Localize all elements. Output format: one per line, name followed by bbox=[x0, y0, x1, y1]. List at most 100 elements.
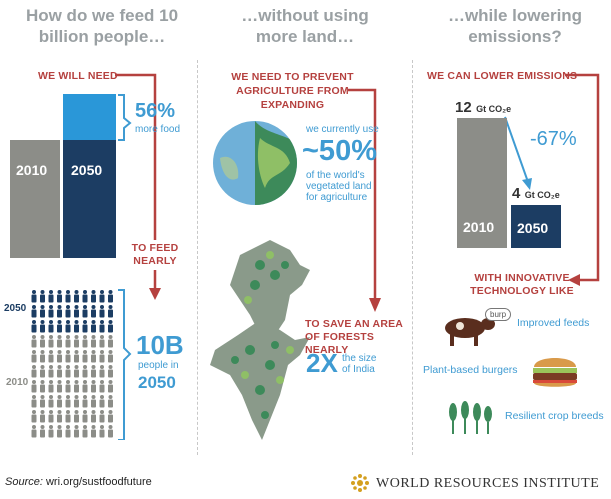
person-icon bbox=[40, 380, 45, 393]
person-icon bbox=[40, 305, 45, 318]
person-icon bbox=[57, 350, 62, 363]
wri-name: WORLD RESOURCES INSTITUTE bbox=[376, 476, 600, 491]
person-icon bbox=[82, 335, 88, 348]
person-icon bbox=[82, 365, 88, 378]
person-icon bbox=[31, 365, 37, 378]
person-icon bbox=[57, 335, 62, 348]
person-icon bbox=[48, 410, 54, 423]
person-icon bbox=[31, 350, 37, 363]
person-icon bbox=[108, 350, 113, 363]
bar-2050-food: 2050 bbox=[63, 140, 116, 258]
person-icon bbox=[91, 335, 96, 348]
person-icon bbox=[91, 410, 96, 423]
person-icon bbox=[31, 410, 37, 423]
emissions-2010-unit: Gt CO₂e bbox=[476, 104, 512, 114]
person-icon bbox=[91, 380, 96, 393]
person-icon bbox=[99, 335, 105, 348]
emissions-2050-unit: Gt CO₂e bbox=[524, 190, 560, 200]
source-label: Source: bbox=[5, 476, 43, 488]
person-icon bbox=[31, 425, 37, 438]
person-icon bbox=[48, 380, 54, 393]
bar-2010-food: 2010 bbox=[10, 140, 60, 258]
person-icon bbox=[91, 395, 96, 408]
header-col3: …while lowering emissions? bbox=[447, 6, 583, 46]
header-col1: How do we feed 10 billion people… bbox=[25, 6, 179, 46]
bar-2050-extra bbox=[63, 94, 116, 140]
person-icon bbox=[65, 305, 71, 318]
emissions-bar-2050-label: 2050 bbox=[517, 220, 549, 236]
person-icon bbox=[91, 425, 96, 438]
person-icon bbox=[82, 350, 88, 363]
person-icon bbox=[57, 410, 62, 423]
person-icon bbox=[91, 290, 96, 303]
person-icon bbox=[57, 290, 62, 303]
person-icon bbox=[65, 410, 71, 423]
emissions-2050-value: 4 Gt CO₂e bbox=[512, 185, 560, 203]
header-col2: …without using more land… bbox=[241, 6, 369, 46]
food-pct-sub: more food bbox=[135, 124, 181, 135]
emissions-bar-2010: 2010 bbox=[457, 118, 507, 248]
person-icon bbox=[99, 350, 105, 363]
burp-bubble: burp bbox=[485, 308, 512, 321]
person-icon bbox=[40, 335, 45, 348]
person-icon bbox=[40, 320, 45, 333]
person-icon bbox=[57, 305, 62, 318]
food-pct: 56% bbox=[135, 100, 176, 122]
person-icon bbox=[82, 425, 88, 438]
person-icon bbox=[99, 425, 105, 438]
source-url[interactable]: wri.org/sustfoodfuture bbox=[45, 476, 152, 488]
person-icon bbox=[40, 395, 45, 408]
emissions-bar-2050: 2050 bbox=[511, 205, 561, 248]
need-arrow bbox=[115, 73, 161, 440]
divider-left bbox=[197, 60, 198, 455]
person-icon bbox=[57, 395, 62, 408]
person-icon bbox=[82, 380, 88, 393]
person-icon bbox=[65, 395, 71, 408]
person-icon bbox=[108, 425, 113, 438]
person-icon bbox=[57, 365, 62, 378]
person-icon bbox=[74, 290, 79, 303]
person-icon bbox=[74, 425, 79, 438]
person-icon bbox=[48, 320, 54, 333]
person-icon bbox=[99, 380, 105, 393]
person-icon bbox=[48, 395, 54, 408]
person-icon bbox=[48, 365, 54, 378]
person-icon bbox=[31, 335, 37, 348]
person-icon bbox=[74, 410, 79, 423]
people-year: 2050 bbox=[138, 373, 176, 392]
person-icon bbox=[40, 410, 45, 423]
tech-burgers-label: Plant-based burgers bbox=[423, 364, 518, 376]
person-icon bbox=[108, 365, 113, 378]
wri-logo-icon bbox=[351, 474, 369, 492]
bar-2050-label: 2050 bbox=[71, 162, 103, 178]
person-icon bbox=[108, 380, 113, 393]
use-pre: we currently use bbox=[306, 124, 379, 135]
person-icon bbox=[82, 410, 88, 423]
person-icon bbox=[65, 380, 71, 393]
person-icon bbox=[74, 395, 79, 408]
person-icon bbox=[74, 305, 79, 318]
person-icon bbox=[31, 395, 37, 408]
innov-label: WITH INNOVATIVE TECHNOLOGY LIKE bbox=[470, 272, 574, 297]
person-icon bbox=[91, 320, 96, 333]
save-big: 2X bbox=[306, 348, 338, 378]
person-icon bbox=[65, 350, 71, 363]
person-icon bbox=[91, 305, 96, 318]
person-icon bbox=[99, 305, 105, 318]
person-icon bbox=[99, 365, 105, 378]
people-big: 10B bbox=[136, 330, 184, 360]
person-icon bbox=[31, 320, 37, 333]
person-icon bbox=[91, 350, 96, 363]
person-icon bbox=[74, 380, 79, 393]
person-icon bbox=[108, 335, 113, 348]
person-icon bbox=[108, 290, 113, 303]
person-icon bbox=[48, 335, 54, 348]
person-icon bbox=[65, 365, 71, 378]
person-icon bbox=[82, 305, 88, 318]
cow-icon bbox=[445, 318, 495, 346]
person-icon bbox=[108, 320, 113, 333]
person-icon bbox=[48, 290, 54, 303]
person-icon bbox=[40, 350, 45, 363]
tech-feeds-label: Improved feeds bbox=[517, 317, 590, 329]
person-icon bbox=[40, 425, 45, 438]
